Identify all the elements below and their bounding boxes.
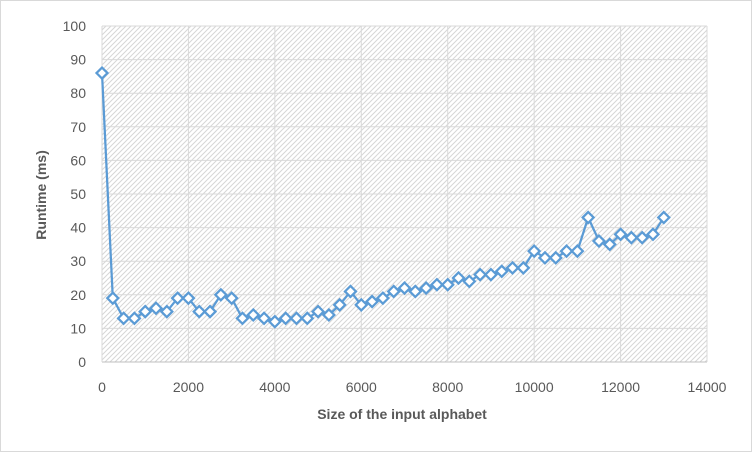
data-point (321, 307, 336, 323)
data-point (138, 304, 153, 319)
data-point (246, 307, 261, 323)
x-axis-title: Size of the input alphabet (317, 406, 487, 422)
data-point (192, 304, 207, 319)
data-point (300, 311, 315, 326)
data-point (602, 237, 617, 252)
data-point (483, 267, 499, 282)
data-point (289, 311, 304, 326)
y-tick-label: 40 (70, 220, 86, 236)
x-tick-labels: 0 2000 4000 6000 8000 10000 12000 14000 (98, 379, 727, 395)
data-point (127, 311, 142, 326)
y-tick-label: 0 (78, 354, 86, 370)
y-tick-label: 50 (70, 186, 86, 202)
data-point (537, 250, 553, 265)
data-point (94, 65, 110, 81)
y-tick-label: 30 (70, 253, 86, 269)
data-point (505, 260, 520, 276)
data-point (635, 230, 650, 245)
x-tick-label: 12000 (601, 379, 640, 395)
data-point (645, 227, 661, 242)
data-point (591, 233, 607, 249)
data-point (429, 277, 445, 292)
data-point (202, 304, 218, 319)
y-tick-label: 70 (70, 119, 86, 135)
data-point (224, 291, 239, 306)
data-point (570, 244, 585, 259)
data-point (105, 291, 120, 306)
y-tick-label: 60 (70, 152, 86, 168)
data-point (181, 291, 196, 306)
data-point (527, 244, 542, 259)
data-point (440, 277, 455, 292)
data-point (494, 264, 509, 279)
data-point (656, 210, 671, 225)
data-point (516, 260, 531, 276)
data-point (613, 227, 628, 242)
data-point (408, 284, 423, 299)
data-point (462, 274, 477, 289)
data-point (148, 301, 164, 316)
x-tick-label: 2000 (173, 379, 204, 395)
data-point (310, 304, 326, 319)
data-point (397, 280, 412, 296)
x-tick-label: 4000 (259, 379, 290, 395)
data-point (354, 297, 369, 312)
data-point (624, 230, 639, 245)
data-point (473, 267, 488, 282)
data-point (581, 210, 596, 225)
data-point (116, 311, 131, 326)
data-point (375, 291, 390, 306)
data-point (159, 304, 174, 319)
x-tick-label: 0 (98, 379, 106, 395)
data-point (386, 284, 401, 299)
data-point (451, 270, 466, 286)
x-tick-label: 14000 (688, 379, 727, 395)
y-tick-label: 20 (70, 287, 86, 303)
data-point (559, 244, 574, 259)
y-tick-label: 10 (70, 320, 86, 336)
data-point (332, 297, 347, 312)
data-point (213, 287, 228, 302)
y-tick-label: 90 (70, 52, 86, 68)
y-axis-title: Runtime (ms) (33, 150, 49, 239)
data-point (278, 311, 293, 326)
data-point (235, 311, 250, 326)
x-tick-label: 6000 (346, 379, 377, 395)
series-markers (94, 65, 671, 329)
data-point (267, 314, 282, 329)
data-point (256, 311, 272, 326)
y-tick-label: 80 (70, 85, 86, 101)
x-tick-label: 10000 (515, 379, 554, 395)
x-gridlines (101, 26, 708, 362)
data-point (343, 284, 358, 299)
data-point (548, 250, 563, 265)
x-tick-label: 8000 (432, 379, 463, 395)
data-point (364, 294, 380, 309)
data-point (419, 280, 434, 296)
y-tick-labels: 0 10 20 30 40 50 60 70 80 90 100 (63, 18, 87, 370)
y-tick-label: 100 (63, 18, 87, 34)
data-point (170, 291, 185, 306)
